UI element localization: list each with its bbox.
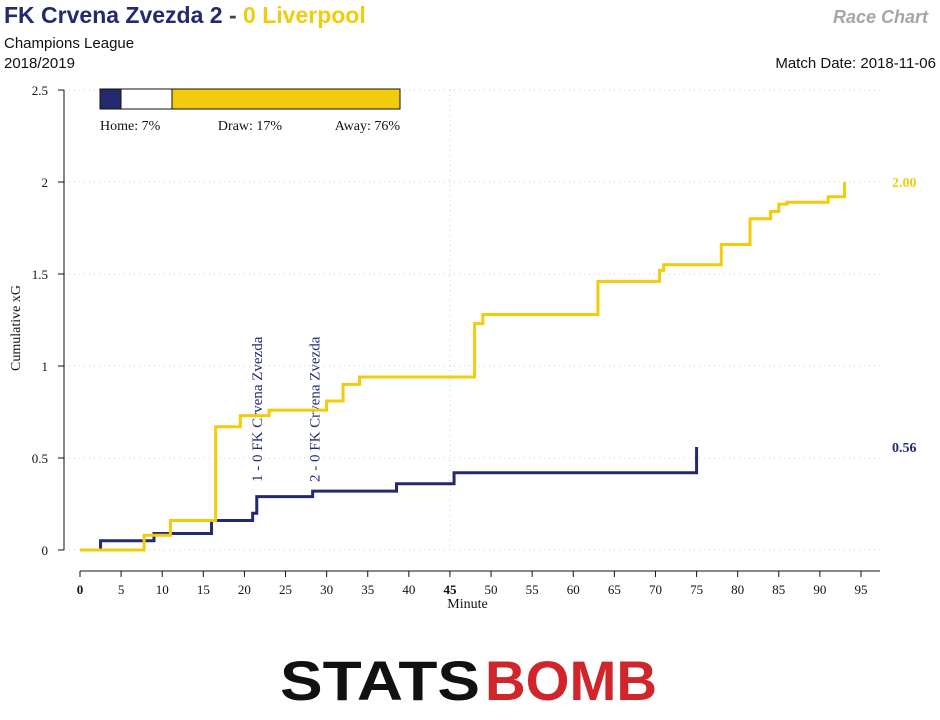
score-separator: -: [222, 2, 244, 28]
logo-text-bomb: BOMB: [485, 650, 657, 706]
x-tick-label: 85: [772, 582, 785, 597]
win-probability-bar: Home: 7% Draw: 17% Away: 76%: [99, 88, 401, 134]
y-tick-label: 2.5: [32, 83, 48, 98]
match-date: Match Date: 2018-11-06: [775, 55, 936, 72]
prob-draw-label: Draw: 17%: [218, 119, 282, 134]
away-xg-line: [80, 182, 847, 552]
home-final-xg: 0.56: [892, 441, 917, 456]
y-tick-label: 0.5: [32, 451, 48, 466]
prob-draw-segment: [120, 88, 173, 110]
x-tick-label: 65: [608, 582, 621, 597]
home-xg-line: [80, 446, 699, 552]
away-team-name: Liverpool: [262, 2, 366, 28]
grid-lines: [64, 89, 880, 551]
x-tick-label: 95: [855, 582, 868, 597]
statsbomb-logo: STATS BOMB: [280, 650, 657, 706]
prob-home-label: Home: 7%: [100, 119, 161, 134]
y-tick-label: 1.5: [32, 267, 48, 282]
prob-away-segment: [171, 88, 401, 110]
goal-annotation: 1 - 0 FK Crvena Zvezda: [250, 336, 266, 482]
logo-text-stats: STATS: [280, 650, 480, 706]
x-tick-label: 10: [156, 582, 169, 597]
y-ticks: 0 0.5 1 1.5 2 2.5: [32, 83, 64, 558]
x-tick-label: 60: [567, 582, 580, 597]
competition-name: Champions League: [4, 35, 135, 52]
home-score: 2: [209, 2, 223, 28]
x-ticks: 0 5 10 15 20 25 30 35 40 45 50 55 60 65 70 75 80 85 90 95: [77, 571, 868, 597]
y-tick-label: 0: [42, 543, 49, 558]
x-tick-label: 45: [443, 582, 457, 597]
x-tick-label: 90: [813, 582, 826, 597]
x-tick-label: 20: [238, 582, 251, 597]
home-team-name: FK Crvena Zvezda: [4, 2, 204, 28]
xg-series: [80, 182, 847, 552]
prob-away-label: Away: 76%: [335, 119, 401, 134]
x-tick-label: 75: [690, 582, 703, 597]
x-tick-label: 35: [361, 582, 374, 597]
final-xg-labels: 0.56 2.00: [892, 176, 917, 456]
x-tick-label: 30: [320, 582, 333, 597]
race-chart: 0 0.5 1 1.5 2 2.5 0 5 10 15 20 25 30 35 40 45 50 55 60 65 7…: [9, 83, 917, 612]
x-tick-label: 80: [731, 582, 744, 597]
x-tick-label: 5: [118, 582, 125, 597]
x-tick-label: 40: [402, 582, 415, 597]
season: 2018/2019: [4, 55, 75, 72]
x-tick-label: 70: [649, 582, 662, 597]
x-tick-label: 25: [279, 582, 292, 597]
y-tick-label: 2: [42, 175, 49, 190]
x-tick-label: 0: [77, 582, 84, 597]
chart-type-label: Race Chart: [832, 7, 928, 27]
prob-home-segment: [99, 88, 122, 110]
match-title: FK Crvena Zvezda 2 - 0 Liverpool: [4, 2, 366, 29]
y-tick-label: 1: [42, 359, 49, 374]
x-tick-label: 55: [526, 582, 539, 597]
away-final-xg: 2.00: [892, 176, 917, 191]
y-axis-title: Cumulative xG: [9, 285, 24, 371]
axes: [63, 90, 880, 572]
x-tick-label: 50: [485, 582, 498, 597]
away-score: 0: [243, 2, 256, 28]
x-axis-title: Minute: [447, 597, 487, 612]
x-tick-label: 15: [197, 582, 210, 597]
